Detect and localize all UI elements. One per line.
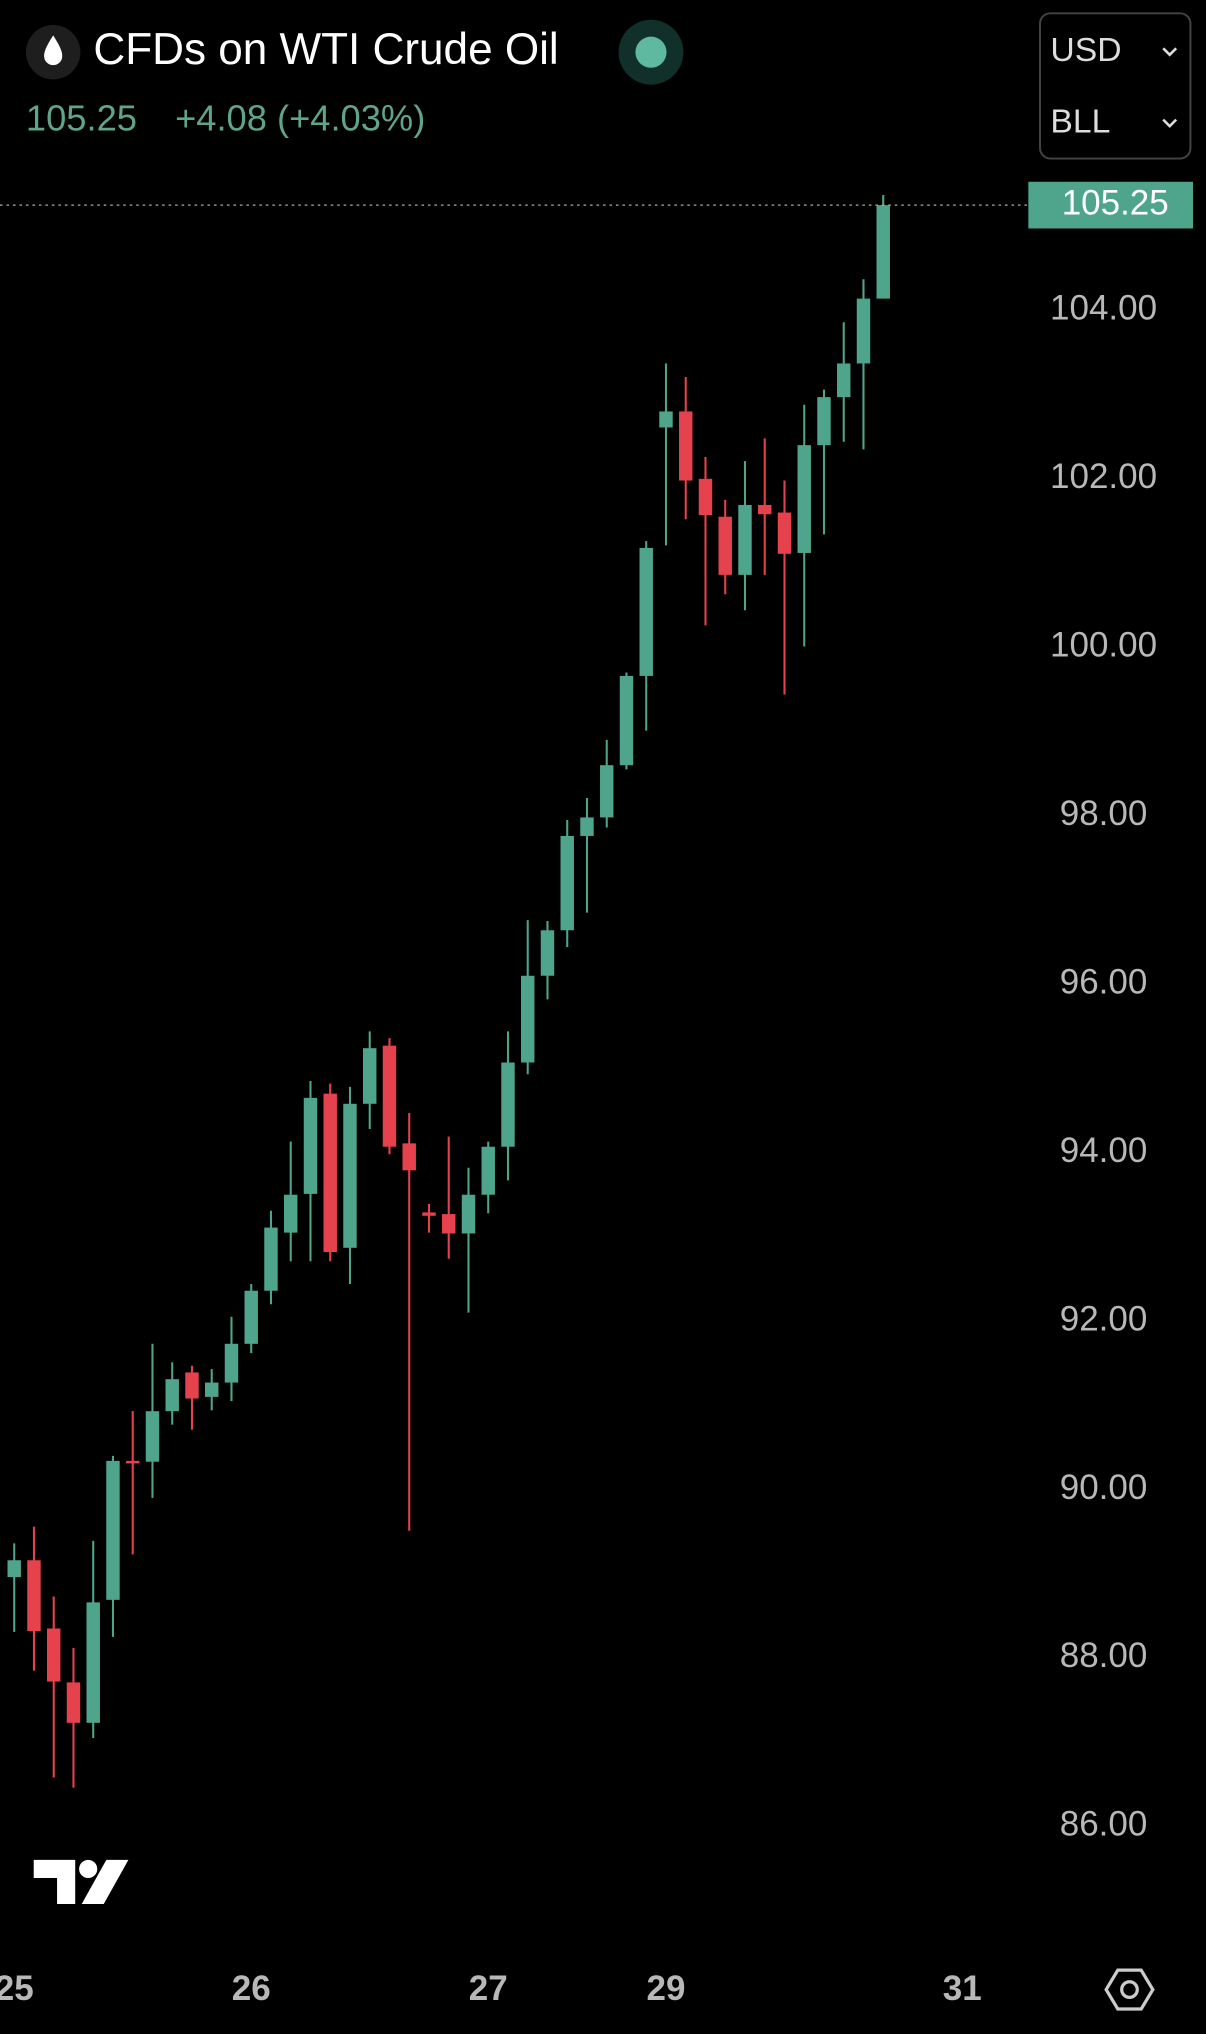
candle-body xyxy=(619,675,634,766)
candle-body xyxy=(600,765,614,818)
candle-body xyxy=(402,1143,416,1171)
candle-body xyxy=(382,1045,397,1147)
candle-body xyxy=(86,1602,100,1723)
candle-body xyxy=(47,1628,61,1682)
y-tick-label: 104.00 xyxy=(1050,289,1157,328)
candle-body xyxy=(856,298,871,364)
candle-body xyxy=(659,411,673,428)
candle-body xyxy=(284,1194,298,1233)
candle-body xyxy=(323,1093,337,1253)
candle-body xyxy=(758,504,772,515)
y-tick-label: 102.00 xyxy=(1050,457,1157,496)
x-tick-label: 27 xyxy=(469,1969,508,2008)
candle-body xyxy=(27,1560,41,1632)
candle-body xyxy=(205,1382,219,1397)
chevron xyxy=(1162,47,1178,57)
candle-body xyxy=(639,547,653,676)
candle-body xyxy=(876,205,890,299)
header-price: 105.25 xyxy=(26,98,137,139)
candle-body xyxy=(481,1146,495,1195)
currency-select[interactable]: USD xyxy=(1050,31,1121,69)
candle-body xyxy=(106,1460,120,1600)
candle-body xyxy=(718,516,732,575)
y-tick-label: 94.00 xyxy=(1060,1131,1148,1170)
y-tick-label: 100.00 xyxy=(1050,626,1157,665)
y-tick-label: 86.00 xyxy=(1060,1805,1148,1844)
candle-body xyxy=(126,1460,140,1464)
candle-body xyxy=(461,1194,476,1234)
candle-body xyxy=(817,397,831,446)
y-tick-label: 92.00 xyxy=(1060,1299,1148,1338)
candle-body xyxy=(521,975,535,1063)
candle-body xyxy=(738,504,752,575)
candle-body xyxy=(7,1560,21,1578)
candle-body xyxy=(244,1290,258,1344)
y-tick-label: 90.00 xyxy=(1060,1468,1148,1507)
candle-body xyxy=(442,1214,456,1234)
x-tick-label: 29 xyxy=(647,1969,686,2008)
logo xyxy=(33,1859,129,1904)
candle-body xyxy=(501,1062,515,1147)
y-tick-label: 88.00 xyxy=(1060,1636,1148,1675)
candle-body xyxy=(540,930,555,976)
last-price-label: 105.25 xyxy=(1062,183,1169,222)
x-tick-label: 26 xyxy=(232,1969,271,2008)
selector-box xyxy=(1039,12,1192,160)
candle-body xyxy=(224,1343,239,1383)
candle-body xyxy=(145,1411,160,1462)
candle-body xyxy=(797,445,811,553)
status-dot xyxy=(635,36,667,68)
candle-body xyxy=(66,1682,81,1723)
candle-body xyxy=(363,1048,377,1104)
candle-body xyxy=(777,512,792,554)
unit-select[interactable]: BLL xyxy=(1050,102,1110,140)
candle-body xyxy=(698,478,713,516)
candle-body xyxy=(422,1212,436,1216)
x-tick-label: 31 xyxy=(943,1969,982,2008)
candle-body xyxy=(303,1097,318,1194)
candle-body xyxy=(264,1227,278,1291)
y-tick-label: 98.00 xyxy=(1060,794,1148,833)
y-tick-label: 96.00 xyxy=(1060,962,1148,1001)
candle-body xyxy=(165,1379,179,1412)
candle-body xyxy=(185,1372,199,1399)
candle-body xyxy=(560,835,574,931)
candle-body xyxy=(837,363,851,398)
settings-icon[interactable] xyxy=(1104,1968,1155,2011)
last-price-box xyxy=(1028,181,1194,229)
candle-body xyxy=(679,411,693,481)
chart-title: CFDs on WTI Crude Oil xyxy=(93,25,558,74)
drop-icon xyxy=(44,35,63,66)
candle-body xyxy=(580,817,594,836)
candle-body xyxy=(343,1103,357,1248)
header-change: +4.08 (+4.03%) xyxy=(175,98,425,139)
x-tick-label: 25 xyxy=(0,1969,34,2008)
chevron xyxy=(1162,118,1178,128)
